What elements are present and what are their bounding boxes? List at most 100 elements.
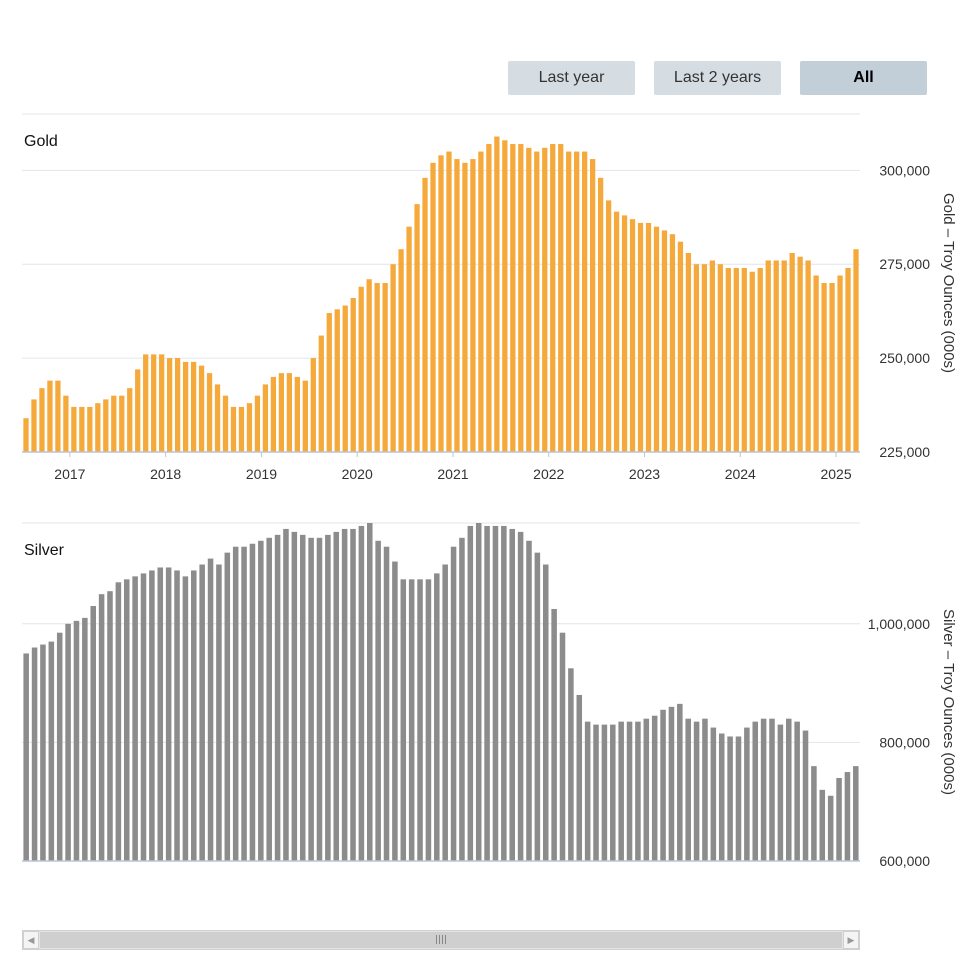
silver-bar[interactable]: [341, 528, 348, 861]
silver-bar[interactable]: [23, 653, 29, 861]
silver-bar[interactable]: [702, 718, 708, 861]
gold-bar[interactable]: [159, 354, 165, 452]
gold-bar[interactable]: [230, 406, 237, 452]
silver-bar[interactable]: [693, 721, 700, 861]
silver-bar[interactable]: [291, 531, 298, 861]
gold-bar[interactable]: [741, 267, 747, 452]
gold-bar[interactable]: [167, 358, 173, 452]
gold-bar[interactable]: [534, 151, 540, 452]
gold-bar[interactable]: [39, 388, 45, 452]
scrollbar-thumb[interactable]: [40, 932, 842, 948]
silver-bar[interactable]: [299, 534, 306, 861]
gold-bar[interactable]: [87, 406, 93, 452]
gold-bar[interactable]: [190, 361, 197, 452]
silver-bar[interactable]: [542, 564, 549, 861]
gold-bar[interactable]: [701, 264, 708, 452]
silver-bar[interactable]: [827, 795, 834, 861]
gold-bar[interactable]: [613, 211, 620, 452]
gold-bar[interactable]: [326, 313, 332, 452]
silver-bar[interactable]: [149, 570, 155, 861]
silver-bar[interactable]: [266, 537, 272, 861]
gold-bar[interactable]: [286, 373, 292, 452]
gold-bar[interactable]: [590, 159, 596, 452]
gold-bar[interactable]: [510, 144, 516, 453]
gold-bar[interactable]: [518, 144, 524, 453]
gold-bar[interactable]: [470, 159, 476, 452]
silver-bar[interactable]: [836, 777, 842, 861]
gold-bar[interactable]: [502, 140, 508, 453]
silver-bar[interactable]: [140, 573, 147, 861]
silver-bar[interactable]: [283, 528, 289, 861]
gold-bar[interactable]: [414, 204, 420, 452]
gold-bar[interactable]: [438, 155, 444, 452]
gold-bar[interactable]: [350, 298, 356, 452]
silver-bar[interactable]: [475, 523, 482, 861]
silver-bar[interactable]: [249, 543, 256, 861]
gold-bar[interactable]: [486, 144, 492, 453]
silver-bar[interactable]: [593, 724, 599, 861]
gold-bar[interactable]: [302, 380, 308, 452]
silver-bar[interactable]: [56, 632, 63, 861]
gold-bar[interactable]: [111, 395, 117, 452]
gold-bar[interactable]: [462, 162, 468, 452]
silver-bar[interactable]: [367, 523, 373, 861]
gold-bar[interactable]: [821, 283, 827, 452]
gold-bar[interactable]: [55, 380, 61, 452]
gold-bar[interactable]: [542, 147, 548, 453]
gold-bar[interactable]: [733, 267, 739, 452]
gold-bar[interactable]: [238, 406, 245, 452]
range-button-last-2-years[interactable]: Last 2 years: [654, 61, 781, 95]
silver-bar[interactable]: [350, 528, 356, 861]
silver-bar[interactable]: [584, 721, 591, 861]
gold-bar[interactable]: [829, 283, 835, 452]
silver-bar[interactable]: [274, 534, 281, 861]
silver-bar[interactable]: [551, 608, 557, 861]
silver-bar[interactable]: [576, 694, 583, 861]
gold-bar[interactable]: [358, 286, 364, 452]
gold-bar[interactable]: [214, 384, 221, 452]
gold-bar[interactable]: [406, 226, 412, 452]
silver-bar[interactable]: [258, 540, 264, 861]
silver-bar[interactable]: [107, 591, 113, 861]
gold-bar[interactable]: [853, 249, 859, 452]
silver-bar[interactable]: [735, 736, 742, 861]
silver-bar[interactable]: [752, 721, 759, 861]
silver-bar[interactable]: [191, 570, 197, 861]
silver-bar[interactable]: [333, 531, 340, 861]
gold-bar[interactable]: [494, 136, 500, 452]
scroll-left-icon[interactable]: ◀: [23, 931, 39, 949]
silver-bar[interactable]: [534, 552, 541, 861]
gold-bar[interactable]: [566, 151, 572, 452]
silver-bar[interactable]: [819, 789, 826, 861]
silver-bar[interactable]: [408, 579, 415, 861]
silver-bar[interactable]: [668, 706, 675, 861]
range-button-last-year[interactable]: Last year: [508, 61, 635, 95]
silver-bar[interactable]: [718, 733, 725, 861]
gold-bar[interactable]: [95, 403, 101, 452]
gold-bar[interactable]: [79, 406, 85, 452]
silver-bar[interactable]: [241, 546, 247, 861]
silver-bar[interactable]: [777, 724, 784, 861]
gold-bar[interactable]: [390, 264, 396, 452]
silver-bar[interactable]: [467, 525, 474, 861]
silver-bar[interactable]: [123, 579, 130, 861]
silver-bar[interactable]: [484, 525, 490, 861]
gold-bar[interactable]: [151, 354, 157, 452]
silver-bar[interactable]: [794, 721, 800, 861]
silver-bar[interactable]: [98, 594, 105, 861]
gold-bar[interactable]: [693, 264, 700, 452]
silver-bar[interactable]: [651, 715, 658, 861]
silver-bar[interactable]: [383, 546, 390, 861]
silver-bar[interactable]: [526, 540, 532, 861]
gold-bar[interactable]: [597, 177, 604, 452]
gold-bar[interactable]: [127, 388, 133, 452]
gold-bar[interactable]: [526, 147, 532, 453]
silver-bar[interactable]: [853, 766, 859, 861]
gold-bar[interactable]: [685, 252, 692, 452]
silver-bar[interactable]: [501, 525, 507, 861]
scroll-right-icon[interactable]: ▶: [843, 931, 859, 949]
gold-bar[interactable]: [781, 260, 787, 452]
gold-bar[interactable]: [294, 376, 300, 452]
gold-bar[interactable]: [63, 395, 69, 452]
silver-bar[interactable]: [216, 564, 222, 861]
